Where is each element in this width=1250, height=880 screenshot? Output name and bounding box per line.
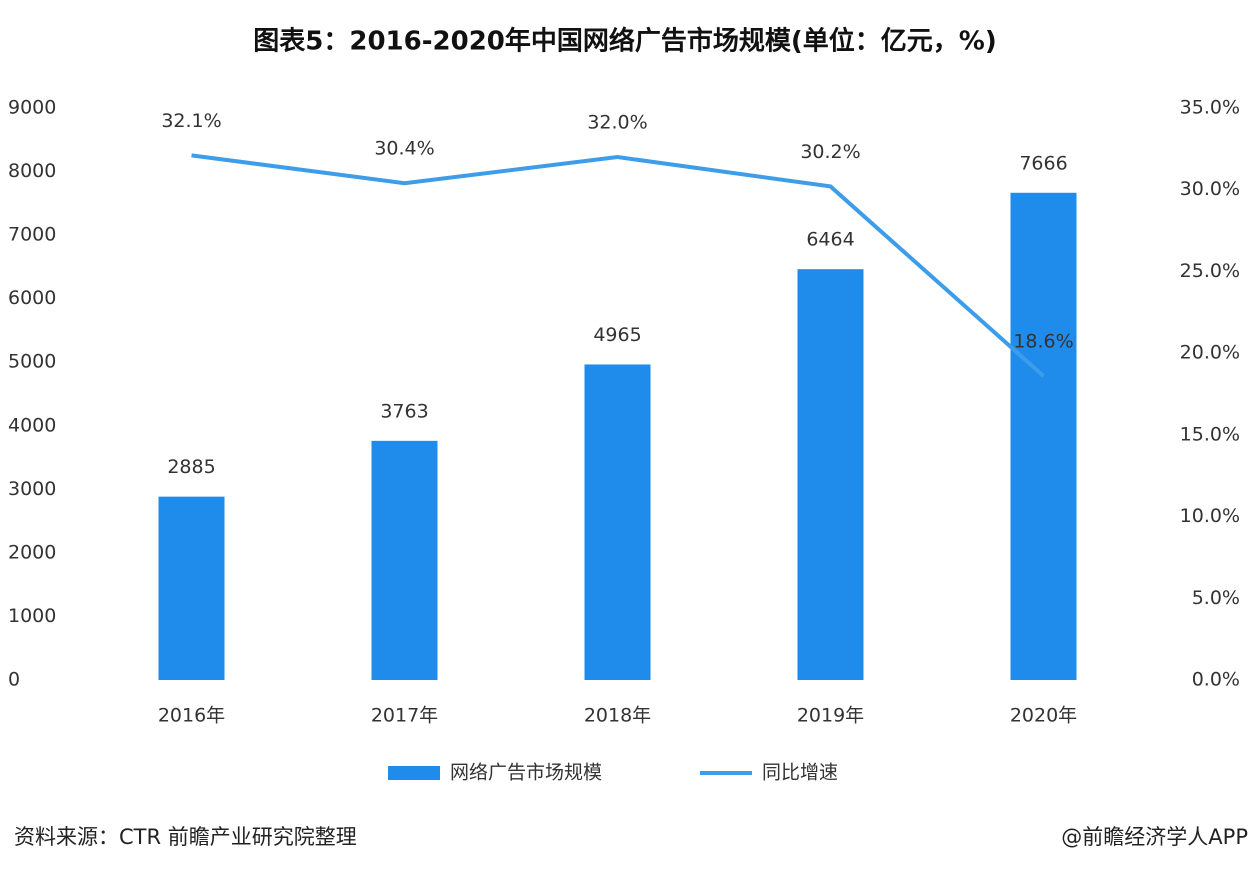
- bar: [797, 269, 864, 680]
- line: [191, 153, 1045, 378]
- bar-value-label: 7666: [1019, 152, 1067, 174]
- x-tick-label: 2019年: [797, 705, 864, 727]
- y2-tick-label: 15.0%: [1180, 423, 1240, 445]
- bar-value-label: 4965: [593, 324, 641, 346]
- y-tick-label: 9000: [8, 97, 56, 119]
- line-value-label: 30.4%: [374, 138, 434, 160]
- y-tick-label: 6000: [8, 287, 56, 309]
- y2-tick-label: 35.0%: [1180, 97, 1240, 119]
- y2-tick-label: 10.0%: [1180, 505, 1240, 527]
- y-tick-label: 2000: [8, 541, 56, 563]
- line-value-label: 32.0%: [587, 112, 647, 134]
- bar: [584, 364, 651, 680]
- line-value-label: 18.6%: [1013, 331, 1073, 353]
- bar-value-label: 3763: [380, 400, 428, 422]
- y-tick-label: 3000: [8, 478, 56, 500]
- y-tick-label: 7000: [8, 224, 56, 246]
- y2-tick-label: 0.0%: [1192, 669, 1240, 691]
- line-value-label: 30.2%: [800, 141, 860, 163]
- bar-value-label: 2885: [167, 456, 215, 478]
- chart-title: 图表5：2016-2020年中国网络广告市场规模(单位：亿元，%): [253, 26, 996, 57]
- x-tick-label: 2016年: [158, 705, 225, 727]
- credit: @前瞻经济学人APP: [1061, 825, 1248, 849]
- x-tick-label: 2018年: [584, 705, 651, 727]
- bar-value-label: 6464: [806, 229, 854, 251]
- y2-tick-label: 20.0%: [1180, 342, 1240, 364]
- legend-label: 同比增速: [762, 762, 838, 784]
- bar: [371, 440, 438, 680]
- y-tick-label: 5000: [8, 351, 56, 373]
- y-tick-label: 8000: [8, 160, 56, 182]
- y-tick-label: 0: [8, 669, 20, 691]
- source-note: 资料来源：CTR 前瞻产业研究院整理: [14, 825, 357, 849]
- legend-label: 网络广告市场规模: [450, 762, 602, 784]
- y-tick-label: 4000: [8, 414, 56, 436]
- legend-swatch: [388, 766, 440, 780]
- x-tick-label: 2020年: [1010, 705, 1077, 727]
- y-tick-label: 1000: [8, 605, 56, 627]
- x-tick-label: 2017年: [371, 705, 438, 727]
- y2-tick-label: 5.0%: [1192, 587, 1240, 609]
- bar: [1010, 192, 1077, 680]
- y2-tick-label: 30.0%: [1180, 178, 1240, 200]
- bar: [158, 496, 225, 680]
- line-value-label: 32.1%: [161, 110, 221, 132]
- y2-tick-label: 25.0%: [1180, 260, 1240, 282]
